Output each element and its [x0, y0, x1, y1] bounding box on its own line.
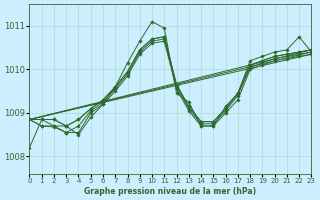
X-axis label: Graphe pression niveau de la mer (hPa): Graphe pression niveau de la mer (hPa) — [84, 187, 257, 196]
